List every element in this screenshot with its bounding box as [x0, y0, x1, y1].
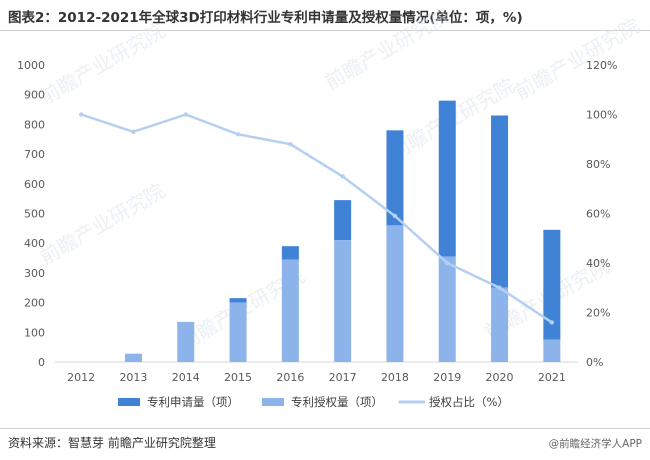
chart: 前瞻产业研究院前瞻产业研究院前瞻产业研究院前瞻产业研究院前瞻产业研究院前瞻产业研… — [17, 4, 644, 409]
y-left-tick-label: 100 — [24, 326, 45, 339]
ratio-point-2016 — [288, 142, 293, 147]
ratio-point-2019 — [445, 260, 450, 266]
bar-grants-2017 — [334, 240, 352, 362]
x-tick-label: 2014 — [172, 371, 200, 384]
bar-grants-2021 — [543, 339, 561, 362]
y-left-tick-label: 900 — [24, 89, 45, 102]
y-right-tick-label: 20% — [586, 307, 610, 320]
ratio-point-2014 — [183, 112, 188, 117]
bar-applications-2016 — [281, 246, 299, 260]
bar-grants-2019 — [438, 256, 456, 362]
y-right-tick-label: 80% — [586, 158, 610, 171]
bar-grants-2018 — [386, 225, 404, 362]
x-tick-label: 2016 — [276, 371, 304, 384]
legend-label-grants: 专利授权量（项） — [291, 395, 383, 409]
legend-label-ratio: 授权占比（%） — [429, 395, 509, 409]
bar-grants-2020 — [491, 287, 509, 362]
watermark-text: 前瞻产业研究院 — [511, 14, 644, 105]
legend-label-applications: 专利申请量（项） — [147, 395, 239, 409]
watermark-text: 前瞻产业研究院 — [36, 19, 169, 110]
legend-swatch-applications — [118, 398, 140, 406]
footer-divider — [0, 428, 650, 429]
ratio-point-2013 — [131, 129, 136, 135]
legend: 专利申请量（项） 专利授权量（项） 授权占比（%） — [118, 395, 509, 409]
ratio-line — [78, 112, 555, 325]
x-tick-label: 2013 — [119, 371, 147, 384]
legend-swatch-grants — [262, 398, 284, 406]
y-left-tick-label: 800 — [24, 118, 45, 131]
x-tick-label: 2019 — [433, 371, 461, 384]
x-tick-label: 2015 — [224, 371, 252, 384]
y-left-tick-label: 600 — [24, 178, 45, 191]
x-tick-label: 2021 — [538, 371, 566, 384]
ratio-point-2017 — [340, 174, 345, 179]
bar-grants-2014 — [177, 321, 195, 362]
ratio-series-line — [79, 113, 554, 324]
y-left-tick-label: 500 — [24, 208, 45, 221]
bars — [124, 100, 561, 362]
bar-grants-2013 — [124, 353, 142, 362]
bar-applications-2021 — [543, 229, 561, 340]
y-right-tick-label: 120% — [586, 59, 617, 72]
brand-credit: @前瞻经济学人APP — [548, 438, 642, 450]
bar-applications-2015 — [229, 298, 247, 303]
ratio-point-2020 — [497, 285, 502, 290]
x-tick-label: 2017 — [329, 371, 357, 384]
y-left-tick-label: 0 — [38, 356, 45, 369]
y-right-tick-label: 40% — [586, 257, 610, 270]
x-tick-label: 2020 — [486, 371, 514, 384]
watermark-text: 前瞻产业研究院 — [321, 4, 454, 95]
axes: 0 100 200 300 400 500 600 700 800 900 1000 0% 20% 40%… — [17, 59, 617, 384]
ratio-point-2012 — [78, 112, 84, 117]
title-divider — [0, 30, 650, 31]
bar-grants-2016 — [281, 259, 299, 362]
bar-applications-2019 — [438, 100, 456, 257]
bar-applications-2020 — [491, 115, 509, 288]
y-left-tick-label: 1000 — [17, 59, 45, 72]
y-left-tick-label: 200 — [24, 297, 45, 310]
x-tick-label: 2018 — [381, 371, 409, 384]
bar-applications-2017 — [334, 200, 352, 241]
y-left-tick-label: 700 — [24, 148, 45, 161]
y-left-tick-label: 300 — [24, 267, 45, 280]
ratio-point-2015 — [235, 132, 241, 137]
y-left-tick-label: 400 — [24, 237, 45, 250]
y-right-tick-label: 0% — [586, 356, 603, 369]
bar-applications-2018 — [386, 130, 404, 226]
chart-title: 图表2：2012-2021年全球3D打印材料行业专利申请量及授权量情况(单位：项… — [8, 10, 523, 26]
watermark-text: 前瞻产业研究院 — [36, 179, 169, 270]
x-tick-label: 2012 — [67, 371, 95, 384]
y-right-tick-label: 60% — [586, 208, 610, 221]
source-note: 资料来源：智慧芽 前瞻产业研究院整理 — [8, 436, 216, 450]
bar-grants-2015 — [229, 302, 247, 362]
y-right-tick-label: 100% — [586, 109, 617, 122]
ratio-point-2021 — [549, 320, 555, 325]
ratio-point-2018 — [392, 213, 398, 219]
